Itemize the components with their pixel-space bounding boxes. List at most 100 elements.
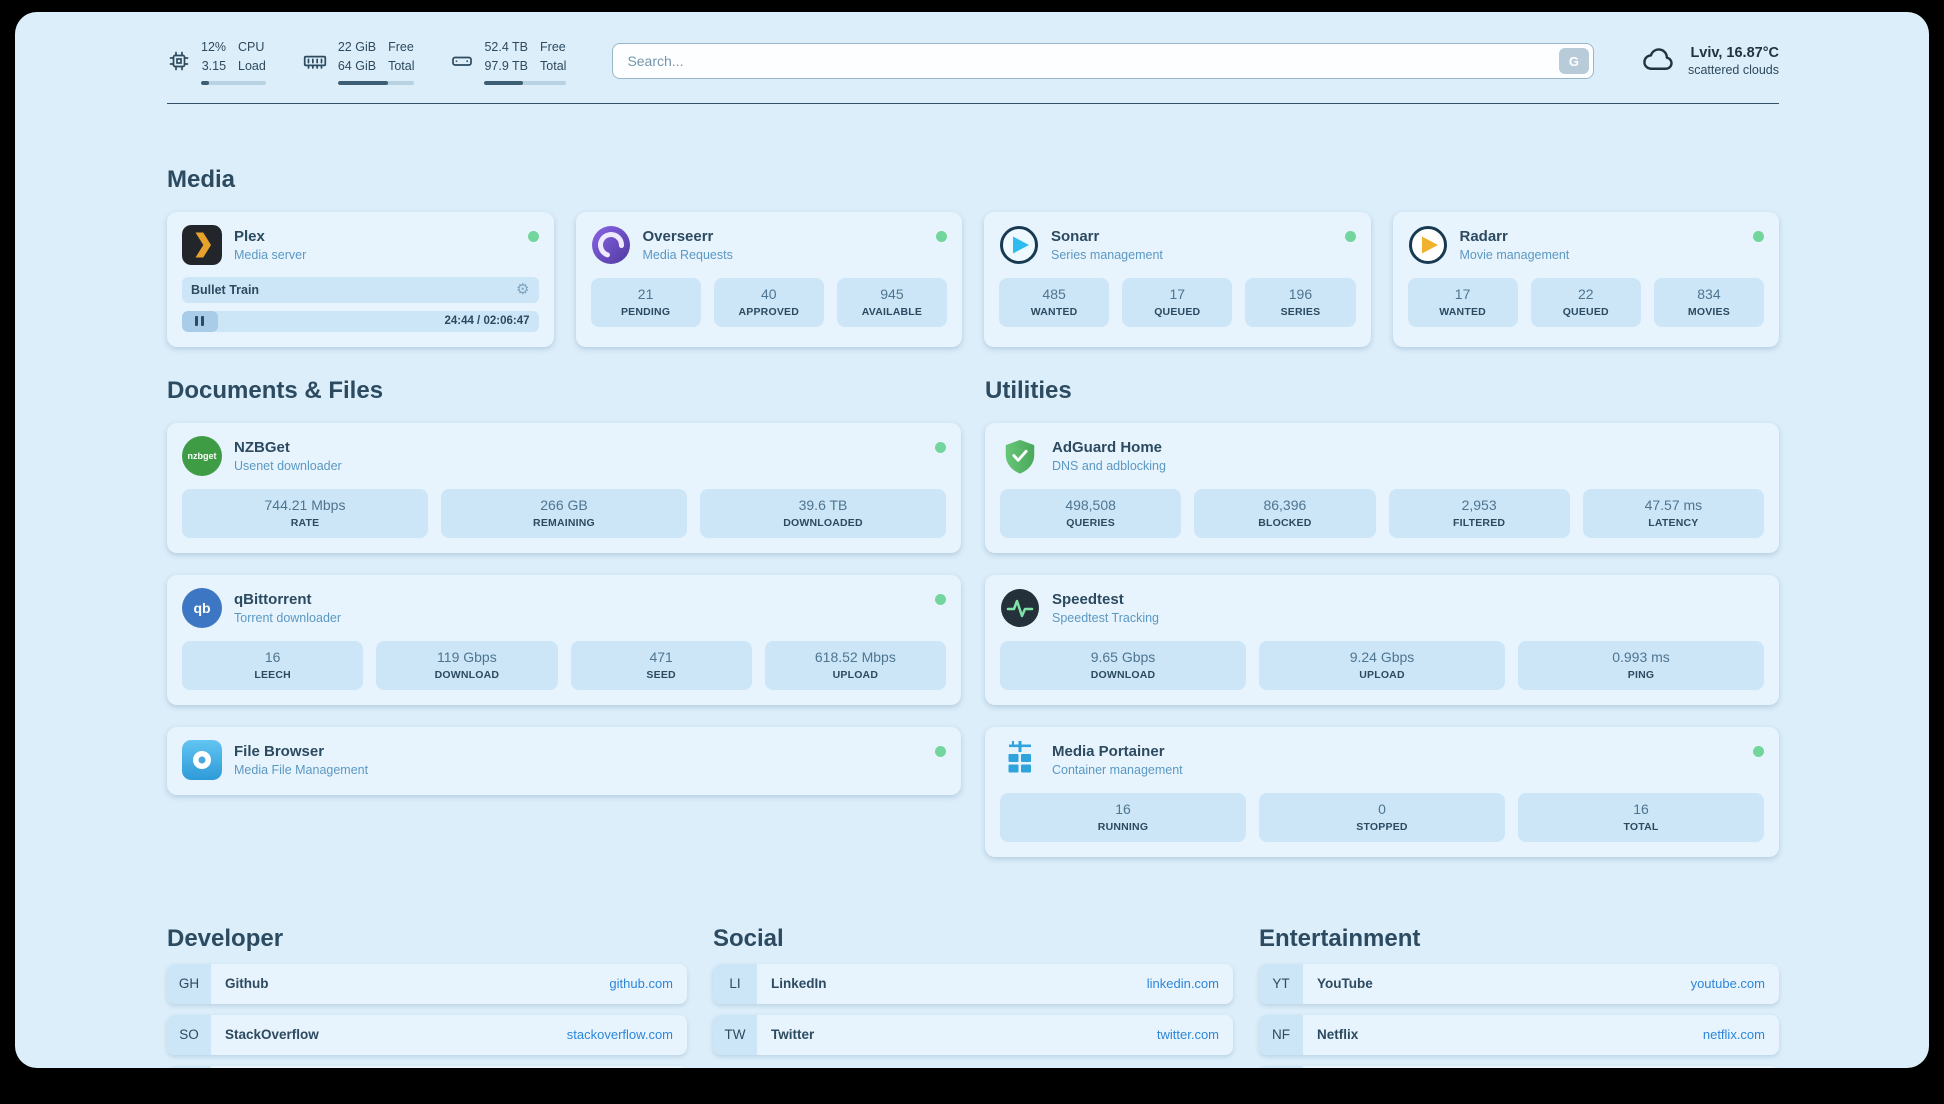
ram-usage-bar (337, 80, 415, 85)
disk-free-value: 52.4 TB (484, 40, 529, 54)
cpu-label-2: Load (238, 58, 266, 73)
dev-icon: DT (167, 1065, 211, 1068)
stat-box: 47.57 ms LATENCY (1582, 488, 1764, 538)
status-dot (935, 745, 946, 757)
youtube-icon: YT (1259, 963, 1303, 1004)
search: G (612, 43, 1594, 80)
link-dev[interactable]: DT DEV dev.to (167, 1065, 687, 1068)
app-description: Media Requests (642, 247, 733, 262)
now-playing-title: Bullet Train (191, 282, 260, 297)
app-description: DNS and adblocking (1052, 458, 1166, 473)
radarr-icon (1408, 225, 1448, 265)
ram-total-value: 64 GiB (337, 58, 377, 73)
qbittorrent-icon: qb (182, 587, 222, 628)
section-title-utilities: Utilities (985, 376, 1072, 404)
card-radarr[interactable]: Radarr Movie management 17 WANTED 22 QUEUE… (1392, 211, 1779, 347)
app-description: Series management (1051, 247, 1163, 262)
section-title-developer: Developer (167, 924, 284, 952)
status-dot (1344, 230, 1356, 242)
link-linkedin[interactable]: LI LinkedIn linkedin.com (713, 963, 1233, 1004)
card-adguard[interactable]: AdGuard Home DNS and adblocking 498,508 Q… (985, 422, 1779, 553)
status-dot (1753, 745, 1764, 757)
app-name: NZBGet (234, 438, 290, 456)
stat-box: 17 WANTED (1407, 277, 1518, 327)
stat-box: 196 SERIES (1245, 277, 1356, 327)
link-reddit[interactable]: RE Reddit reddit.com (1259, 1065, 1779, 1068)
media-cards-row: Plex Media server Bullet Train ⚙ 24:44 /… (167, 211, 1779, 347)
section-title-documents: Documents & Files (167, 376, 384, 404)
card-nzbget[interactable]: nzbget NZBGet Usenet downloader 744.21 M… (167, 422, 961, 553)
app-description: Usenet downloader (234, 458, 342, 473)
stat-box: 834 MOVIES (1653, 277, 1765, 327)
weather-condition: scattered clouds (1687, 63, 1779, 78)
stat-box: 485 WANTED (999, 277, 1110, 327)
playback-progress-fill (182, 310, 218, 332)
playback-progress-bar[interactable]: 24:44 / 02:06:47 (182, 310, 539, 332)
ram-label-2: Total (388, 58, 415, 73)
section-title-media: Media (167, 165, 236, 193)
app-name: Overseerr (642, 227, 714, 245)
stat-box: 22 QUEUED (1530, 277, 1641, 327)
entertainment-links: Entertainment YT YouTube youtube.com NF … (1259, 924, 1779, 1068)
app-description: Media File Management (234, 762, 369, 777)
cpu-usage-bar (201, 80, 266, 85)
link-youtube[interactable]: YT YouTube youtube.com (1259, 963, 1779, 1004)
weather-widget: Lviv, 16.87°C scattered clouds (1640, 41, 1779, 82)
stat-box: 9.24 Gbps UPLOAD (1259, 640, 1505, 690)
stackoverflow-icon: SO (167, 1014, 211, 1055)
section-title-entertainment: Entertainment (1259, 924, 1421, 952)
speedtest-icon (1000, 588, 1040, 628)
cloud-icon (1640, 41, 1676, 82)
playback-time: 24:44 / 02:06:47 (444, 315, 530, 327)
search-engine-button[interactable]: G (1558, 48, 1589, 75)
search-input[interactable] (612, 43, 1594, 80)
card-filebrowser[interactable]: File Browser Media File Management (167, 726, 961, 795)
cpu-widget: 12% 3.15 CPU Load (167, 38, 266, 85)
app-name: Radarr (1459, 227, 1508, 245)
netflix-icon: NF (1259, 1014, 1303, 1055)
card-overseerr[interactable]: Overseerr Media Requests 21 PENDING 40 APP… (575, 211, 962, 347)
card-plex[interactable]: Plex Media server Bullet Train ⚙ 24:44 /… (167, 211, 554, 347)
app-name: File Browser (234, 742, 325, 760)
nzbget-icon: nzbget (182, 435, 222, 476)
link-twitter[interactable]: TW Twitter twitter.com (713, 1014, 1233, 1055)
stat-box: 266 GB REMAINING (441, 488, 687, 538)
portainer-icon (1000, 740, 1040, 780)
stat-box: 40 APPROVED (713, 277, 824, 327)
card-qbittorrent[interactable]: qb qBittorrent Torrent downloader 16 LEEC… (167, 574, 961, 705)
ram-label-1: Free (388, 40, 414, 54)
app-name: Sonarr (1051, 227, 1100, 245)
status-dot (527, 230, 539, 242)
ram-free-value: 22 GiB (337, 40, 377, 54)
disk-icon (450, 49, 474, 73)
stat-box: 945 AVAILABLE (836, 277, 948, 327)
weather-location: Lviv, 16.87°C (1690, 45, 1779, 62)
developer-links: Developer GH Github github.com SO StackO… (167, 924, 687, 1068)
stat-box: 0 STOPPED (1259, 792, 1505, 842)
card-portainer[interactable]: Media Portainer Container management 16 R… (985, 726, 1779, 857)
app-description: Media server (234, 247, 307, 262)
ram-icon (302, 48, 328, 74)
app-description: Speedtest Tracking (1052, 610, 1160, 625)
dashboard-content: 12% 3.15 CPU Load (15, 12, 1929, 1068)
adguard-icon (1000, 436, 1040, 476)
link-stackoverflow[interactable]: SO StackOverflow stackoverflow.com (167, 1014, 687, 1055)
app-name: qBittorrent (234, 590, 312, 608)
gear-icon[interactable]: ⚙ (516, 280, 530, 298)
stat-box: 618.52 Mbps UPLOAD (764, 640, 946, 690)
app-name: Media Portainer (1052, 742, 1165, 760)
app-description: Movie management (1459, 247, 1570, 262)
topbar-divider (167, 102, 1779, 104)
disk-total-value: 97.9 TB (484, 58, 529, 73)
stat-box: 119 Gbps DOWNLOAD (376, 640, 558, 690)
app-name: Plex (234, 227, 265, 245)
card-sonarr[interactable]: Sonarr Series management 485 WANTED 17 QUE… (984, 211, 1371, 347)
stat-box: 471 SEED (570, 640, 752, 690)
utilities-column: Utilities AdGuard Home DNS and adblockin… (985, 377, 1779, 879)
stat-box: 9.65 Gbps DOWNLOAD (1000, 640, 1246, 690)
app-name: AdGuard Home (1052, 438, 1163, 456)
link-netflix[interactable]: NF Netflix netflix.com (1259, 1014, 1779, 1055)
link-github[interactable]: GH Github github.com (167, 963, 687, 1004)
stat-box: 16 LEECH (182, 640, 364, 690)
card-speedtest[interactable]: Speedtest Speedtest Tracking 9.65 Gbps DO… (985, 574, 1779, 705)
